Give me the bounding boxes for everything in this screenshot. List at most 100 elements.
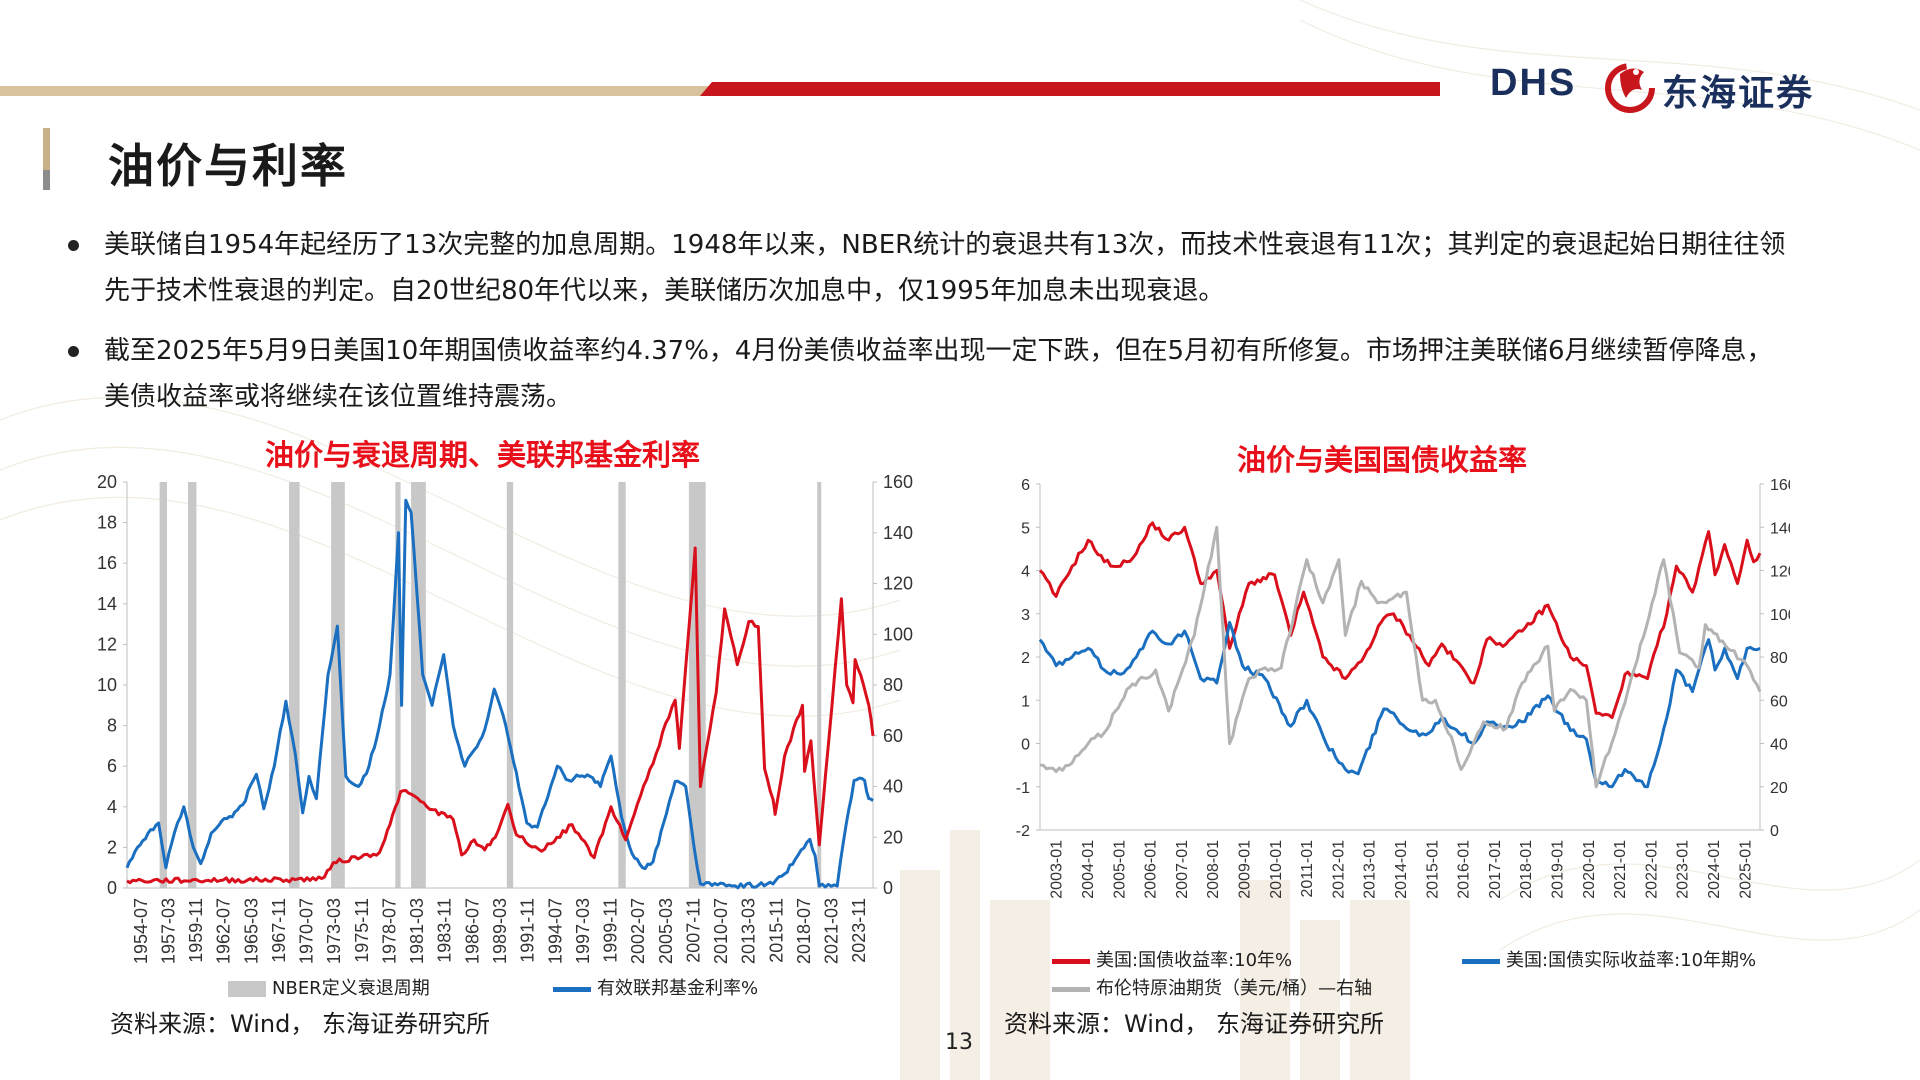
y-right-tick-label: 20	[1770, 780, 1788, 797]
y-right-tick-label: 60	[883, 726, 903, 746]
x-tick-label: 2011-01	[1299, 840, 1316, 898]
x-tick-label: 2022-01	[1643, 840, 1660, 899]
x-tick-label: 1975-11	[352, 898, 372, 963]
x-tick-label: 1957-03	[158, 898, 178, 964]
recession-band	[159, 482, 167, 888]
chart2-legend-brent: 布伦特原油期货（美元/桶）—右轴	[1052, 974, 1372, 1000]
y-right-tick-label: 120	[883, 574, 913, 594]
x-tick-label: 2025-01	[1737, 840, 1754, 899]
chart1-title: 油价与衰退周期、美联邦基金利率	[265, 438, 701, 472]
y-left-tick-label: 5	[1021, 520, 1030, 537]
bullet-dot-icon	[68, 240, 79, 251]
series-line-left	[1038, 620, 1761, 789]
y-left-tick-label: 4	[1021, 564, 1030, 581]
logo-chinese-text: 东海证券	[1662, 73, 1815, 114]
y-left-tick-label: 16	[97, 553, 117, 573]
x-tick-label: 2018-01	[1518, 840, 1535, 899]
chart2-legend-real-yield: 美国:国债实际收益率:10年期%	[1462, 946, 1756, 972]
x-tick-label: 2021-03	[822, 898, 842, 964]
x-tick-label: 2009-01	[1236, 840, 1253, 899]
x-tick-label: 2005-01	[1111, 840, 1128, 899]
x-tick-label: 1959-11	[186, 898, 206, 963]
chart2-title: 油价与美国国债收益率	[1237, 443, 1528, 477]
x-tick-label: 2023-11	[849, 898, 869, 963]
x-tick-label: 1967-11	[269, 898, 289, 963]
y-left-tick-label: 3	[1021, 607, 1030, 624]
x-tick-label: 2003-01	[1049, 840, 1066, 899]
bullet-item: 截至2025年5月9日美国10年期国债收益率约4.37%，4月份美债收益率出现一…	[68, 328, 1798, 420]
x-tick-label: 1997-03	[573, 898, 593, 964]
logo-latin-text: DHS	[1490, 62, 1577, 104]
series-line-left	[125, 498, 874, 890]
x-tick-label: 1983-11	[435, 898, 455, 963]
x-tick-label: 2017-01	[1487, 840, 1504, 899]
recession-band	[618, 482, 626, 888]
y-right-tick-label: 0	[883, 878, 893, 898]
x-tick-label: 1991-11	[518, 898, 538, 963]
recession-band	[289, 482, 300, 888]
y-right-tick-label: 160	[1770, 477, 1790, 494]
bullet-item: 美联储自1954年起经历了13次完整的加息周期。1948年以来，NBER统计的衰…	[68, 222, 1798, 314]
x-tick-label: 2007-01	[1174, 840, 1191, 899]
x-tick-label: 2010-01	[1268, 840, 1285, 899]
x-tick-label: 1999-11	[601, 898, 621, 963]
y-right-tick-label: 60	[1770, 693, 1788, 710]
y-right-tick-label: 40	[1770, 737, 1788, 754]
x-tick-label: 2008-01	[1205, 840, 1222, 899]
y-right-tick-label: 80	[883, 675, 903, 695]
company-logo: DHS 东海证券	[1490, 58, 1890, 118]
bullet-text: 美联储自1954年起经历了13次完整的加息周期。1948年以来，NBER统计的衰…	[104, 230, 1786, 306]
x-tick-label: 1994-07	[545, 898, 565, 964]
y-left-tick-label: 4	[107, 797, 117, 817]
y-left-tick-label: 2	[107, 837, 117, 857]
recession-band	[331, 482, 345, 888]
recession-band	[506, 482, 514, 888]
legend-label: 美国:国债实际收益率:10年期%	[1506, 950, 1757, 971]
y-right-tick-label: 120	[1770, 564, 1790, 581]
x-tick-label: 2019-01	[1550, 840, 1567, 899]
title-accent-bar-grey	[43, 170, 50, 190]
recession-band	[817, 482, 822, 888]
x-tick-label: 2010-07	[711, 898, 731, 964]
recession-band	[188, 482, 197, 888]
x-tick-label: 2015-01	[1424, 840, 1441, 899]
chart1-source: 资料来源：Wind， 东海证券研究所	[110, 1010, 490, 1038]
x-tick-label: 1965-03	[241, 898, 261, 964]
legend-swatch-yield	[1052, 958, 1090, 964]
y-right-tick-label: 40	[883, 777, 903, 797]
x-tick-label: 1973-03	[324, 898, 344, 964]
legend-swatch-real-yield	[1462, 958, 1500, 964]
x-tick-label: 2014-01	[1393, 840, 1410, 899]
x-tick-label: 1962-07	[214, 898, 234, 964]
title-accent-bar	[43, 128, 50, 190]
chart2-legend-yield: 美国:国债收益率:10年%	[1052, 946, 1292, 972]
x-tick-label: 1986-07	[462, 898, 482, 964]
x-tick-label: 2004-01	[1080, 840, 1097, 899]
y-left-tick-label: 2	[1021, 650, 1030, 667]
x-tick-label: 2016-01	[1456, 840, 1473, 899]
y-right-tick-label: 140	[1770, 520, 1790, 537]
x-tick-label: 2024-01	[1706, 840, 1723, 899]
y-left-tick-label: 6	[107, 756, 117, 776]
chart2-oil-treasury-yield: -2-101234560204060801001201401602003-012…	[1016, 477, 1790, 899]
x-tick-label: 2005-03	[656, 898, 676, 964]
y-right-tick-label: 80	[1770, 650, 1788, 667]
x-tick-label: 2023-01	[1675, 840, 1692, 899]
series-line-right	[126, 546, 875, 885]
y-right-tick-label: 0	[1770, 823, 1779, 840]
y-left-tick-label: 8	[107, 716, 117, 736]
page-number: 13	[945, 1030, 973, 1055]
y-right-tick-label: 100	[1770, 607, 1790, 624]
y-left-tick-label: 10	[97, 675, 117, 695]
y-left-tick-label: 12	[97, 634, 117, 654]
x-tick-label: 2013-01	[1362, 840, 1379, 899]
y-left-tick-label: -1	[1016, 780, 1030, 797]
x-tick-label: 2018-07	[794, 898, 814, 964]
legend-label: NBER定义衰退周期	[272, 978, 430, 999]
x-tick-label: 1978-07	[379, 898, 399, 964]
x-tick-label: 1989-03	[490, 898, 510, 964]
x-tick-label: 2013-03	[739, 898, 759, 964]
page-title: 油价与利率	[108, 139, 348, 193]
y-left-tick-label: 14	[97, 594, 117, 614]
